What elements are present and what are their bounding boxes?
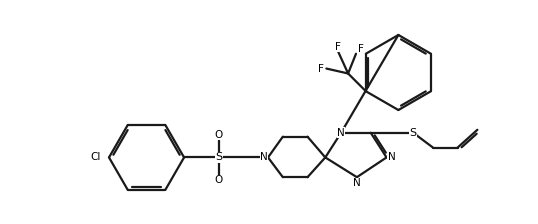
Text: Cl: Cl: [91, 152, 101, 162]
Text: N: N: [260, 152, 268, 162]
Text: N: N: [337, 128, 345, 138]
Text: S: S: [409, 128, 417, 138]
Text: F: F: [318, 64, 324, 73]
Text: N: N: [387, 152, 395, 162]
Text: O: O: [215, 175, 223, 185]
Text: O: O: [215, 130, 223, 140]
Text: S: S: [215, 152, 222, 162]
Text: N: N: [353, 178, 361, 188]
Text: F: F: [335, 42, 341, 52]
Text: F: F: [358, 44, 364, 54]
